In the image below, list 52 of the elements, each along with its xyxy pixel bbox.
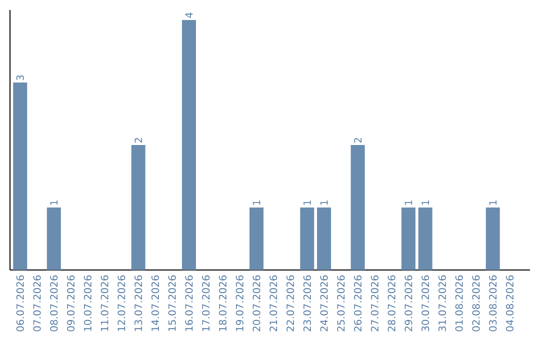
x-tick-label: 08.07.2026 (50, 275, 58, 332)
bar (401, 208, 416, 270)
bar (350, 145, 365, 270)
x-tick-label: 28.07.2026 (388, 275, 396, 332)
data-label: 3 (16, 75, 24, 80)
x-tick-label: 06.07.2026 (16, 275, 24, 332)
x-tick-label: 03.08.2026 (489, 275, 497, 332)
bar (317, 208, 332, 270)
data-label: 1 (422, 200, 429, 205)
x-tick-label: 22.07.2026 (286, 275, 294, 332)
data-label: 4 (185, 12, 193, 18)
x-tick-label: 13.07.2026 (134, 275, 142, 331)
x-tick-label: 17.07.2026 (202, 275, 210, 331)
bar (131, 145, 146, 270)
x-tick-label: 26.07.2026 (354, 275, 362, 332)
x-tick-label: 20.07.2026 (252, 275, 260, 332)
x-tick-label: 16.07.2026 (185, 275, 193, 331)
x-tick-label: 25.07.2026 (337, 275, 345, 332)
bar (486, 208, 500, 270)
data-label: 1 (304, 200, 311, 205)
x-tick-label: 18.07.2026 (218, 275, 227, 331)
bar (182, 20, 196, 270)
data-label: 1 (50, 200, 58, 205)
x-tick-label: 04.08.2026 (506, 275, 514, 332)
data-label: 2 (354, 138, 362, 143)
x-tick-label: 19.07.2026 (236, 275, 244, 331)
x-tick-label: 01.08.2026 (455, 275, 463, 332)
data-label: 1 (404, 200, 412, 205)
x-tick-label: 24.07.2026 (320, 275, 328, 332)
data-label: 1 (489, 200, 497, 205)
x-tick-label: 27.07.2026 (370, 275, 378, 332)
x-tick-label: 12.07.2026 (118, 275, 126, 331)
x-tick-label: 14.07.2026 (151, 275, 159, 331)
data-label: 1 (252, 200, 260, 205)
bar (13, 82, 28, 270)
x-tick-label: 30.07.2026 (422, 275, 430, 332)
x-tick-label: 15.07.2026 (168, 275, 176, 331)
x-tick-label: 21.07.2026 (270, 275, 278, 332)
bar (46, 208, 61, 270)
x-tick-label: 10.07.2026 (84, 275, 92, 331)
x-tick-label: 31.07.2026 (438, 275, 446, 332)
x-tick-label: 23.07.2026 (303, 275, 311, 332)
data-label: 2 (134, 138, 142, 143)
x-tick-label: 29.07.2026 (404, 275, 412, 332)
bar (418, 208, 432, 270)
x-tick-label: 02.08.2026 (472, 275, 480, 332)
x-tick-label: 11.07.2026 (100, 275, 108, 331)
x-tick-label: 07.07.2026 (33, 275, 41, 332)
x-tick-label: 09.07.2026 (66, 275, 75, 332)
bar (249, 208, 264, 270)
bar (300, 208, 314, 270)
data-label: 1 (320, 200, 328, 205)
